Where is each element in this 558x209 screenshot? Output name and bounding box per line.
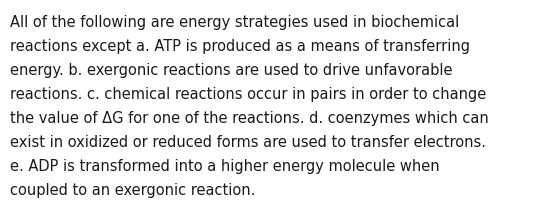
Text: All of the following are energy strategies used in biochemical: All of the following are energy strategi… [10, 15, 459, 30]
Text: energy. b. exergonic reactions are used to drive unfavorable: energy. b. exergonic reactions are used … [10, 63, 453, 78]
Text: the value of ΔG for one of the reactions. d. coenzymes which can: the value of ΔG for one of the reactions… [10, 111, 489, 126]
Text: coupled to an exergonic reaction.: coupled to an exergonic reaction. [10, 183, 256, 198]
Text: exist in oxidized or reduced forms are used to transfer electrons.: exist in oxidized or reduced forms are u… [10, 135, 486, 150]
Text: reactions. c. chemical reactions occur in pairs in order to change: reactions. c. chemical reactions occur i… [10, 87, 486, 102]
Text: e. ADP is transformed into a higher energy molecule when: e. ADP is transformed into a higher ener… [10, 159, 440, 174]
Text: reactions except a. ATP is produced as a means of transferring: reactions except a. ATP is produced as a… [10, 39, 470, 54]
